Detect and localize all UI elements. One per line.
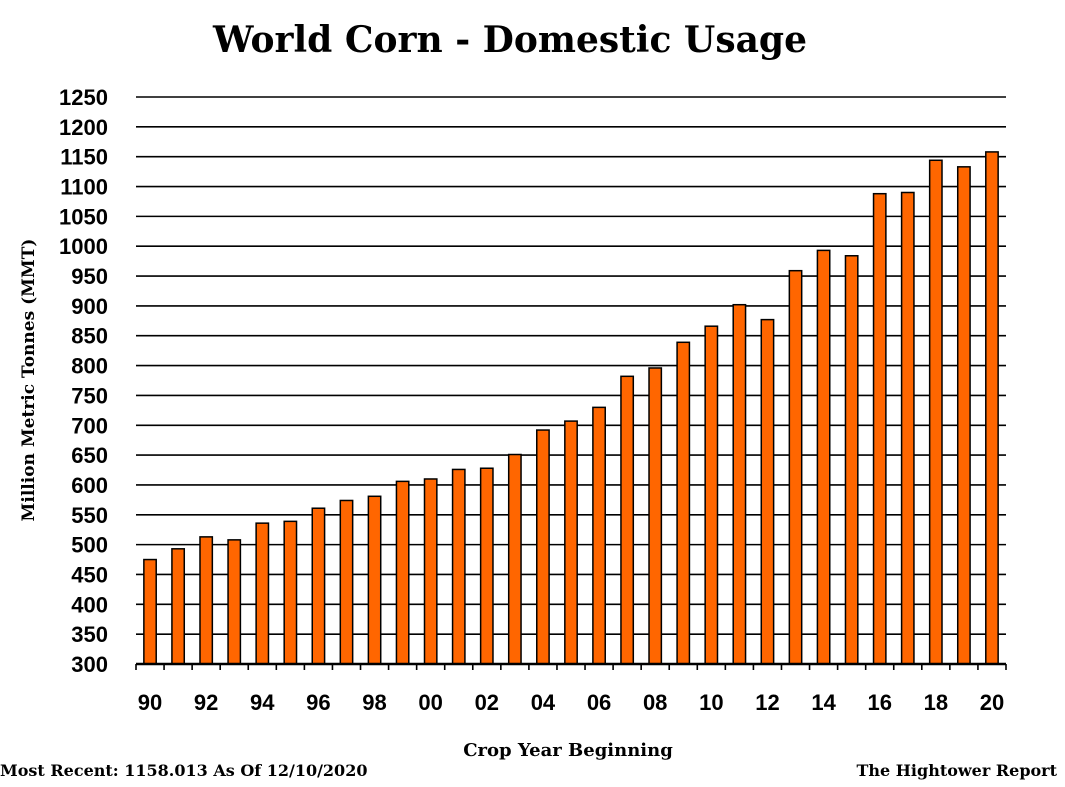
bar-11 bbox=[732, 303, 747, 665]
y-tick-label: 400 bbox=[71, 592, 108, 617]
y-tick-label: 300 bbox=[71, 652, 108, 677]
x-tick-label: 06 bbox=[587, 690, 611, 715]
y-tick-labels: 300 350 400 450 500 550 600 650 700 750 800 850 900 9… bbox=[59, 85, 108, 677]
x-tick-label: 96 bbox=[306, 690, 330, 715]
bar-12 bbox=[760, 318, 775, 665]
x-tick-labels: 90 92 94 96 98 00 02 04 06 08 10 12 14 16 18 20 bbox=[138, 690, 1004, 715]
x-tick-label: 14 bbox=[811, 690, 836, 715]
x-tick-label: 94 bbox=[250, 690, 275, 715]
y-tick-label: 1150 bbox=[60, 145, 108, 170]
bar-08 bbox=[648, 367, 663, 665]
x-tick-label: 10 bbox=[699, 690, 723, 715]
source-credit: The Hightower Report bbox=[857, 761, 1058, 780]
x-axis-label: Crop Year Beginning bbox=[463, 740, 673, 761]
bar-96 bbox=[311, 507, 326, 665]
y-tick-label: 550 bbox=[71, 503, 108, 528]
y-tick-label: 600 bbox=[71, 473, 108, 498]
bar-13 bbox=[788, 269, 803, 665]
bar-95 bbox=[283, 520, 298, 665]
y-tick-label: 1000 bbox=[59, 234, 108, 259]
bar-99 bbox=[395, 480, 410, 665]
y-tick-label: 500 bbox=[71, 533, 108, 558]
chart-title: World Corn - Domestic Usage bbox=[212, 19, 807, 61]
bar-17 bbox=[900, 191, 915, 665]
y-axis-label: Million Metric Tonnes (MMT) bbox=[19, 239, 39, 522]
bar-02 bbox=[479, 467, 494, 665]
bar-16 bbox=[872, 192, 887, 665]
y-tick-label: 950 bbox=[71, 264, 108, 289]
bar-01 bbox=[451, 468, 466, 665]
y-tick-label: 350 bbox=[71, 622, 108, 647]
y-tick-label: 750 bbox=[71, 383, 108, 408]
y-tick-label: 650 bbox=[71, 443, 108, 468]
y-tick-label: 700 bbox=[71, 413, 108, 438]
x-tick-label: 08 bbox=[643, 690, 667, 715]
bar-00 bbox=[423, 478, 438, 665]
bar-05 bbox=[564, 420, 578, 665]
bar-06 bbox=[592, 406, 606, 665]
y-tick-label: 850 bbox=[71, 324, 108, 349]
bar-04 bbox=[536, 429, 550, 665]
bar-03 bbox=[507, 453, 522, 665]
bar-14 bbox=[816, 249, 831, 665]
bar-91 bbox=[171, 548, 186, 665]
x-tick-label: 98 bbox=[362, 690, 386, 715]
y-tick-label: 1200 bbox=[59, 115, 108, 140]
bar-15 bbox=[844, 255, 859, 665]
y-tick-label: 800 bbox=[71, 354, 108, 379]
y-tick-label: 1250 bbox=[59, 85, 108, 110]
x-tick-label: 20 bbox=[980, 690, 1004, 715]
y-tick-label: 450 bbox=[71, 562, 108, 587]
bar-90 bbox=[143, 558, 157, 665]
bar-93 bbox=[227, 539, 242, 665]
x-tick-label: 02 bbox=[475, 690, 499, 715]
bar-10 bbox=[704, 325, 719, 665]
bar-94 bbox=[255, 522, 270, 665]
y-tick-label: 1100 bbox=[60, 175, 108, 200]
bars bbox=[143, 151, 999, 665]
bar-09 bbox=[676, 341, 691, 665]
x-tick-label: 90 bbox=[138, 690, 162, 715]
bar-20 bbox=[985, 151, 999, 665]
x-tick-label: 00 bbox=[418, 690, 442, 715]
gridlines bbox=[136, 96, 1006, 635]
bar-19 bbox=[956, 166, 971, 665]
x-tick-label: 16 bbox=[867, 690, 891, 715]
x-tick-label: 04 bbox=[531, 690, 556, 715]
x-tick-label: 18 bbox=[924, 690, 948, 715]
axes bbox=[135, 662, 1007, 670]
bar-18 bbox=[928, 159, 943, 665]
bar-98 bbox=[367, 495, 382, 665]
x-tick-label: 92 bbox=[194, 690, 218, 715]
y-tick-label: 900 bbox=[71, 294, 108, 319]
x-tick-label: 12 bbox=[755, 690, 779, 715]
y-tick-label: 1050 bbox=[59, 204, 108, 229]
bar-07 bbox=[620, 375, 635, 665]
bar-97 bbox=[339, 499, 354, 665]
bar-92 bbox=[199, 536, 214, 665]
most-recent-note: Most Recent: 1158.013 As Of 12/10/2020 bbox=[0, 761, 367, 780]
